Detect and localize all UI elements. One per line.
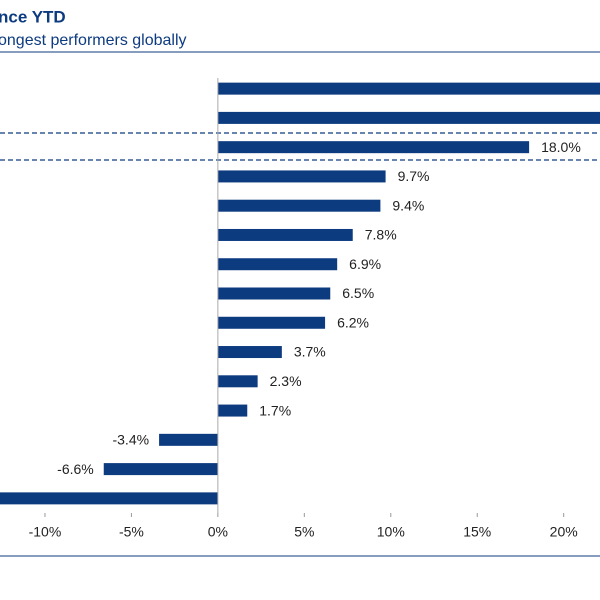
data-label: 9.4% — [392, 197, 424, 213]
x-tick-label: -5% — [119, 524, 144, 540]
bar — [103, 463, 218, 476]
data-label: 1.7% — [259, 402, 291, 418]
bar — [217, 375, 258, 388]
bar — [159, 433, 218, 446]
data-label: 6.2% — [337, 314, 369, 330]
bar — [217, 346, 282, 359]
bar — [217, 404, 248, 417]
data-label: 18.0% — [541, 139, 581, 155]
bar — [217, 199, 381, 212]
bar — [217, 287, 331, 300]
bar — [0, 492, 218, 505]
data-label: -3.4% — [112, 432, 149, 448]
x-tick-label: 15% — [463, 524, 491, 540]
bar — [217, 82, 600, 95]
chart-title: nce YTD — [0, 7, 66, 26]
x-tick-label: 0% — [208, 524, 228, 540]
data-label: -6.6% — [57, 461, 94, 477]
data-label: 6.9% — [349, 256, 381, 272]
bar — [217, 258, 338, 271]
bar — [217, 316, 326, 329]
bar — [217, 170, 386, 183]
bar — [217, 141, 530, 154]
data-label: 9.7% — [398, 168, 430, 184]
x-tick-label: 10% — [377, 524, 405, 540]
data-label: 3.7% — [294, 344, 326, 360]
data-label: 7.8% — [365, 227, 397, 243]
data-label: 2.3% — [270, 373, 302, 389]
bar — [217, 111, 600, 124]
bar — [217, 228, 353, 241]
data-label: 6.5% — [342, 285, 374, 301]
chart-subtitle: ongest performers globally — [0, 32, 187, 49]
x-tick-label: 5% — [294, 524, 314, 540]
x-tick-label: -10% — [29, 524, 62, 540]
x-tick-label: 20% — [550, 524, 578, 540]
